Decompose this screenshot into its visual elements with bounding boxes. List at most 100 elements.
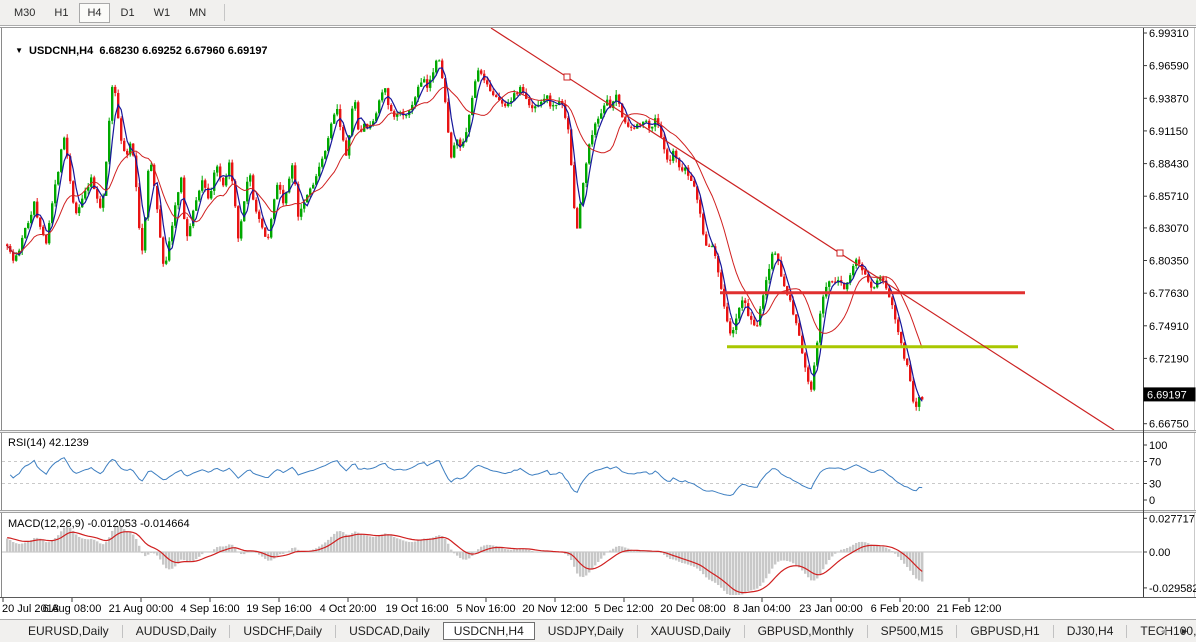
- macd-histogram-bar: [660, 552, 663, 554]
- macd-histogram-bar: [777, 552, 780, 562]
- candle-body: [777, 253, 780, 262]
- macd-axis-label: 0.00: [1149, 547, 1170, 559]
- candle-body: [231, 162, 234, 182]
- macd-histogram-bar: [87, 539, 90, 552]
- price-axis-label: 6.85710: [1149, 191, 1189, 203]
- tabs-scroll-arrows: ◄ ►: [1159, 620, 1189, 642]
- candle-body: [681, 167, 684, 171]
- chart-dropdown-icon[interactable]: ▼: [15, 46, 24, 55]
- tab-separator: [636, 624, 638, 638]
- macd-histogram-bar: [480, 546, 483, 552]
- macd-histogram-bar: [525, 549, 528, 552]
- macd-histogram-bar: [492, 545, 495, 552]
- macd-histogram-bar: [156, 552, 159, 556]
- trendline[interactable]: [490, 28, 1115, 430]
- ma-slow-line: [6, 86, 923, 349]
- candle-body: [39, 217, 42, 227]
- macd-histogram-bar: [351, 533, 354, 552]
- candle-body: [108, 120, 111, 162]
- tab-audusd-daily[interactable]: AUDUSD,Daily: [135, 624, 217, 638]
- timeframe-button-m30[interactable]: M30: [14, 6, 36, 19]
- candle-body: [891, 297, 894, 306]
- candle-body: [567, 117, 570, 130]
- macd-histogram-bar: [624, 547, 627, 552]
- tab-gbpusd-h1[interactable]: GBPUSD,H1: [970, 624, 1040, 638]
- panel-splitter[interactable]: [0, 510, 1196, 513]
- trendline-handle[interactable]: [563, 73, 571, 81]
- candle-body: [804, 353, 807, 368]
- candle-body: [57, 172, 60, 185]
- candle-body: [732, 330, 735, 334]
- candle-body: [159, 209, 162, 238]
- tabs-scroll-left-icon[interactable]: ◄: [1159, 626, 1169, 636]
- tab-usdcad-daily[interactable]: USDCAD,Daily: [349, 624, 430, 638]
- timeframe-button-d1[interactable]: D1: [120, 6, 135, 19]
- candle-body: [12, 251, 15, 261]
- macd-histogram-bar: [207, 552, 210, 553]
- macd-histogram-bar: [720, 552, 723, 588]
- trendline-handle[interactable]: [836, 249, 844, 257]
- macd-histogram-bar: [138, 545, 141, 552]
- macd-histogram-bar: [834, 552, 837, 554]
- candle-body: [582, 183, 585, 204]
- candle-body: [657, 118, 660, 126]
- candle-body: [795, 314, 798, 324]
- macd-histogram-bar: [741, 552, 744, 595]
- macd-histogram-bar: [864, 542, 867, 552]
- macd-histogram-bar: [378, 535, 381, 552]
- macd-histogram-bar: [774, 552, 777, 565]
- macd-histogram-bar: [381, 534, 384, 552]
- macd-histogram-bar: [390, 535, 393, 552]
- candle-body: [42, 226, 45, 235]
- candle-body: [255, 199, 258, 212]
- candle-body: [600, 113, 603, 119]
- macd-histogram-bar: [900, 552, 903, 561]
- macd-histogram-bar: [486, 544, 489, 552]
- tabs-scroll-right-icon[interactable]: ►: [1180, 626, 1189, 636]
- macd-histogram-bar: [921, 552, 924, 582]
- candle-body: [261, 218, 264, 228]
- macd-histogram-bar: [81, 538, 84, 552]
- timeframe-button-h1[interactable]: H1: [54, 6, 69, 19]
- candle-body: [297, 184, 300, 217]
- macd-histogram-bar: [222, 546, 225, 552]
- candle-body: [201, 180, 204, 191]
- candle-body: [291, 165, 294, 179]
- macd-histogram-bar: [267, 552, 270, 561]
- timeframe-button-w1[interactable]: W1: [153, 6, 171, 19]
- price-axis-label: 6.91150: [1149, 126, 1188, 138]
- macd-histogram-bar: [441, 536, 444, 552]
- macd-histogram-bar: [714, 552, 717, 583]
- timeframe-button-mn[interactable]: MN: [189, 6, 207, 19]
- macd-histogram-bar: [723, 552, 726, 591]
- candle-body: [69, 156, 72, 182]
- macd-histogram-bar: [468, 552, 471, 559]
- candle-body: [165, 260, 168, 264]
- timeframe-button-h4[interactable]: H4: [79, 2, 110, 23]
- macd-histogram-bar: [711, 552, 714, 582]
- tab-separator: [121, 624, 123, 638]
- tab-usdcnh-h4[interactable]: USDCNH,H4: [442, 622, 535, 640]
- tab-eurusd-daily[interactable]: EURUSD,Daily: [28, 624, 109, 638]
- candle-body: [900, 332, 903, 344]
- tab-dj30-h4[interactable]: DJ30,H4: [1066, 624, 1114, 638]
- macd-histogram-bar: [618, 545, 621, 552]
- tab-sp500-m15[interactable]: SP500,M15: [880, 624, 944, 638]
- panel-splitter[interactable]: [0, 430, 1196, 433]
- macd-histogram-bar: [144, 552, 147, 557]
- macd-histogram-bar: [201, 552, 204, 555]
- macd-histogram-bar: [426, 538, 429, 552]
- tab-usdjpy-daily[interactable]: USDJPY,Daily: [547, 624, 624, 638]
- macd-histogram-bar: [654, 551, 657, 553]
- macd-histogram-bar: [639, 551, 642, 552]
- macd-histogram-bar: [57, 535, 60, 552]
- tab-xauusd-daily[interactable]: XAUUSD,Daily: [650, 624, 731, 638]
- macd-histogram-bar: [606, 552, 609, 553]
- tab-usdchf-daily[interactable]: USDCHF,Daily: [243, 624, 323, 638]
- macd-histogram-bar: [114, 526, 117, 552]
- candle-body: [555, 104, 558, 106]
- tab-tech100-h1[interactable]: TECH100,H1: [1140, 624, 1196, 638]
- tab-gbpusd-monthly[interactable]: GBPUSD,Monthly: [757, 624, 854, 638]
- macd-histogram-bar: [135, 538, 138, 552]
- candle-body: [591, 135, 594, 145]
